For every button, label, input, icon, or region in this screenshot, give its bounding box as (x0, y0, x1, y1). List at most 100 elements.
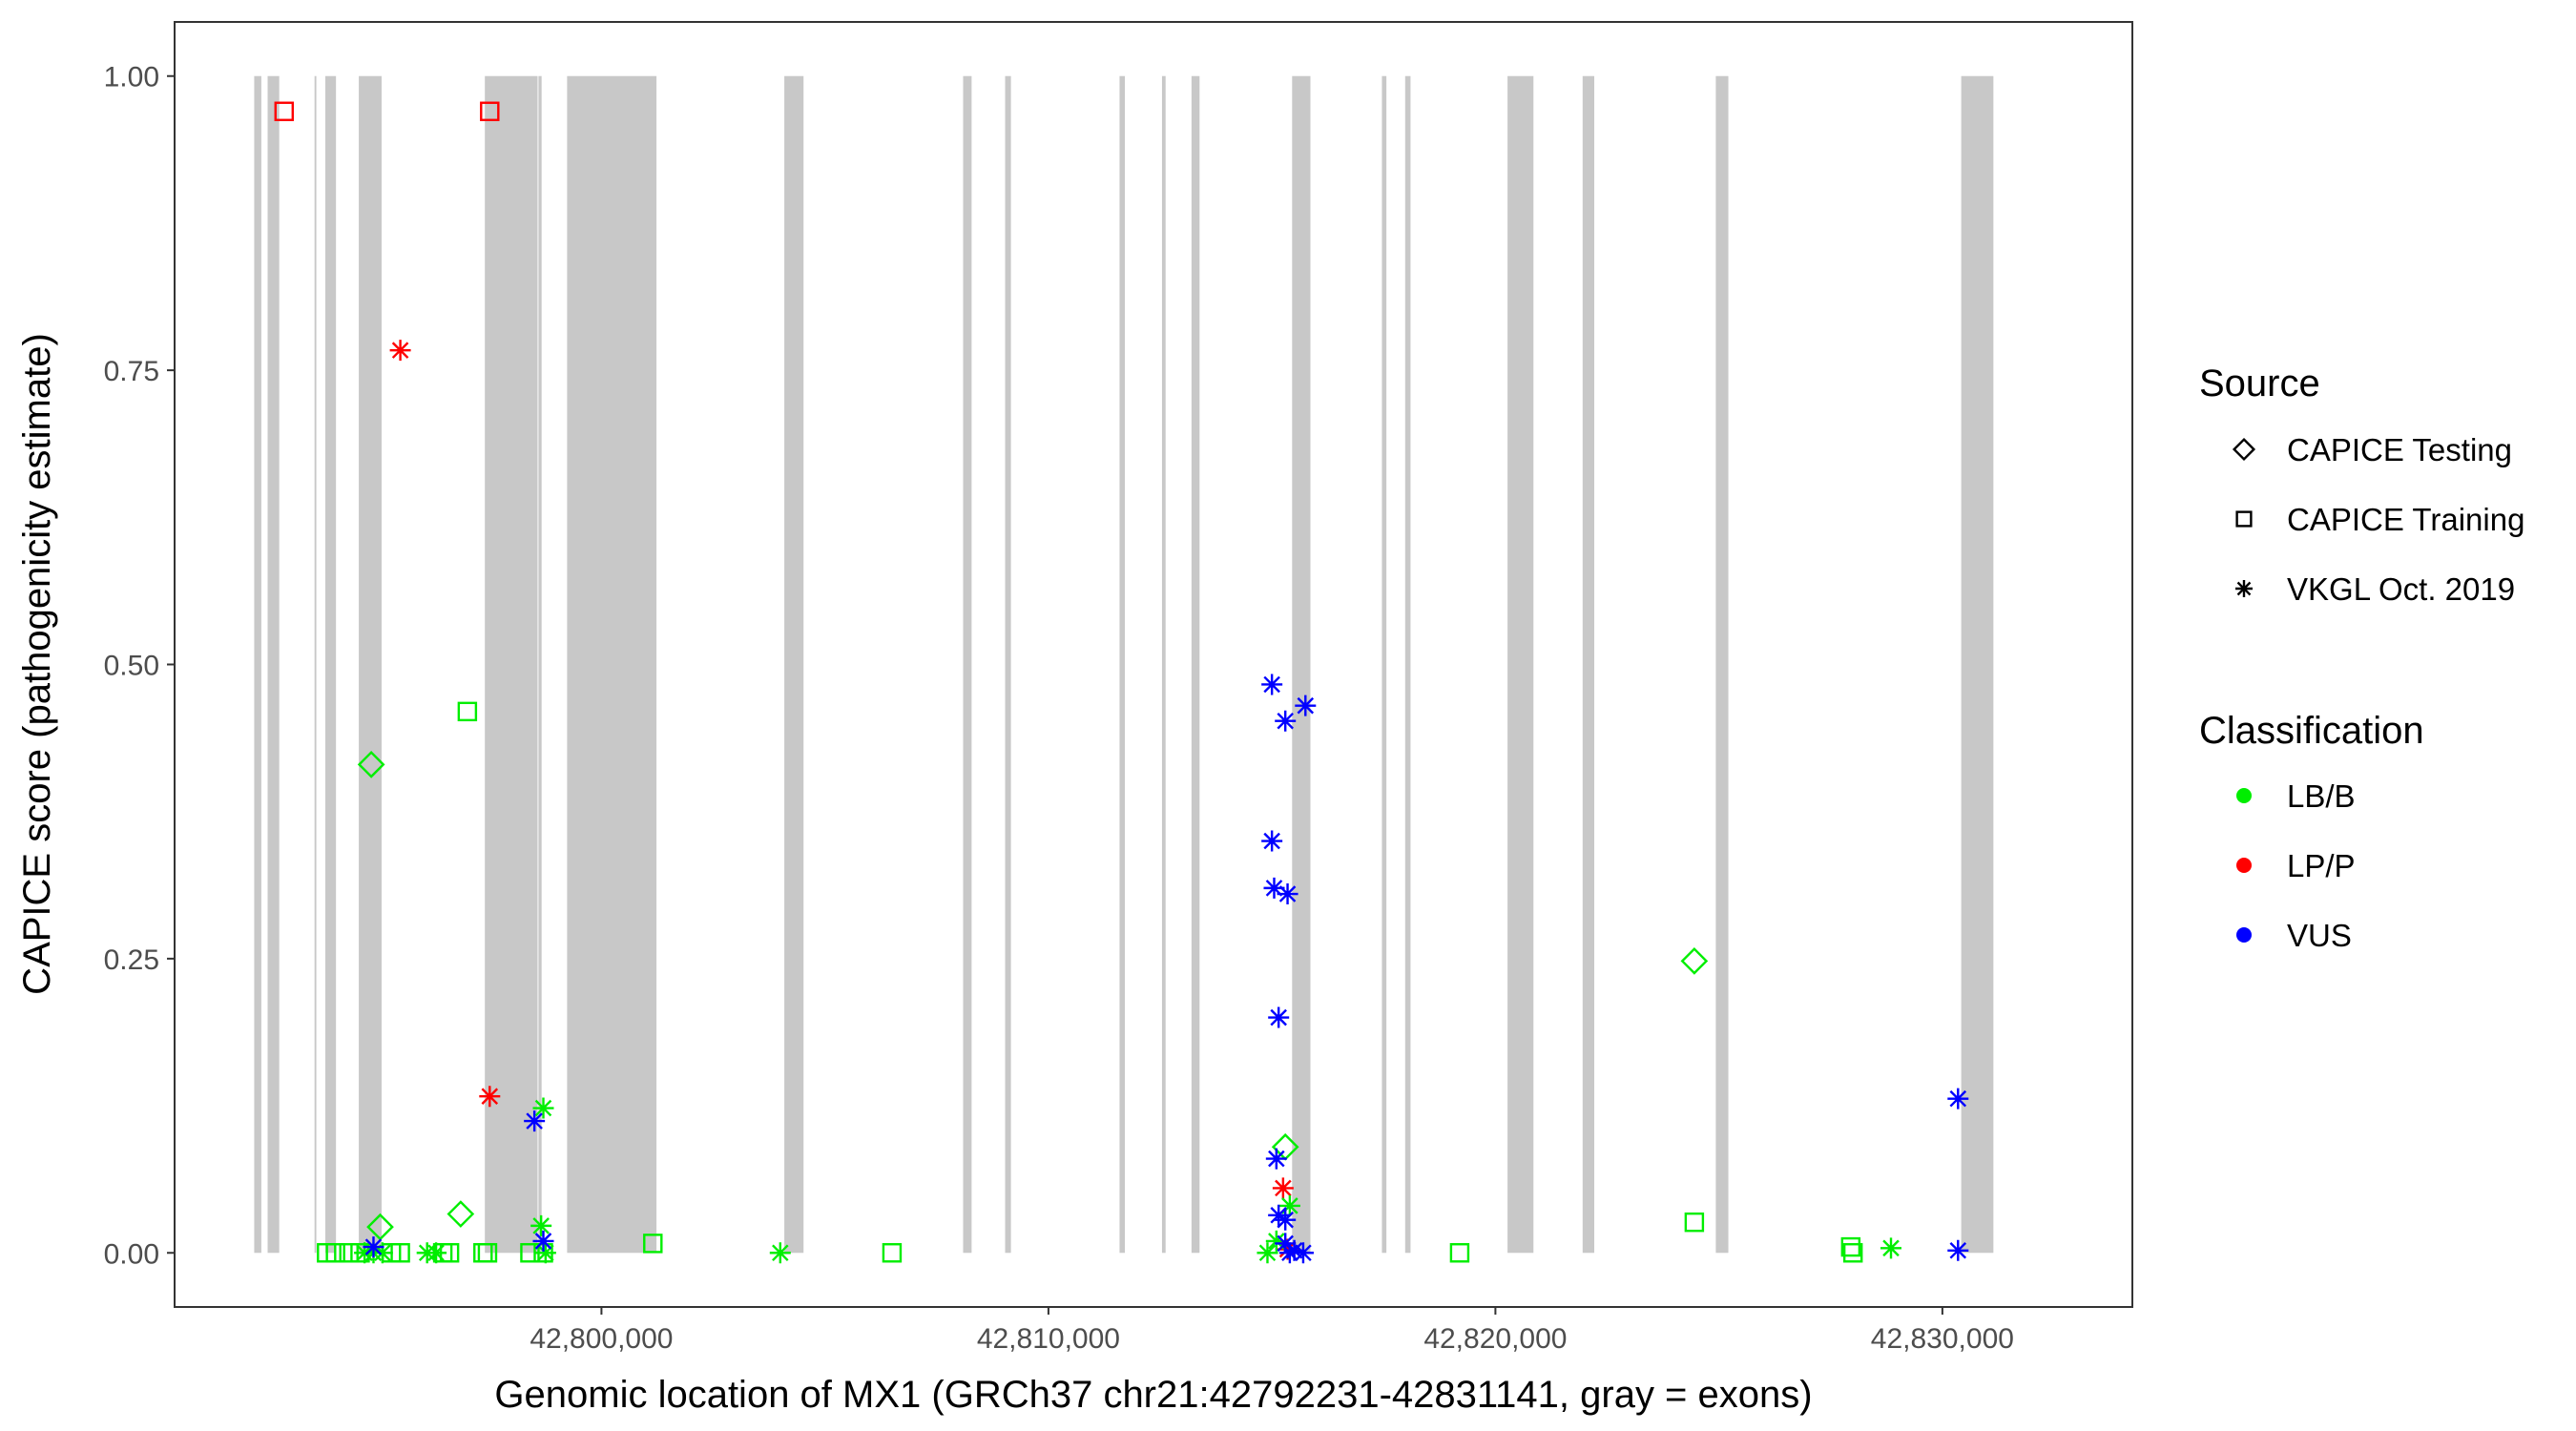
data-point (1842, 1243, 1863, 1263)
data-point (1268, 1204, 1290, 1226)
data-point (1880, 1237, 1902, 1259)
exon-band (485, 75, 538, 1254)
exon-band (267, 75, 280, 1254)
data-point (1261, 830, 1283, 852)
legend-classification-items: LB/B LP/P VUS (2236, 778, 2356, 953)
exon-band (314, 75, 317, 1254)
data-point (1257, 1242, 1278, 1264)
data-point (274, 101, 295, 121)
legend-item-label: CAPICE Training (2287, 502, 2524, 537)
data-point (1265, 1230, 1287, 1252)
legend-title-classification: Classification (2199, 710, 2424, 752)
x-tick-label: 42,810,000 (977, 1323, 1120, 1355)
exon-band (1507, 75, 1534, 1254)
data-point (389, 340, 411, 362)
exon-band (1381, 75, 1387, 1254)
data-points (274, 101, 1969, 1264)
data-point (1449, 1243, 1470, 1263)
data-point (1277, 883, 1298, 905)
y-tick-label: 0.75 (104, 356, 159, 387)
exon-band (254, 75, 261, 1254)
data-point (532, 1097, 554, 1119)
data-point (1278, 1242, 1300, 1264)
legend-item-label: LP/P (2287, 848, 2356, 883)
y-tick-label: 0.00 (104, 1238, 159, 1270)
exon-band (1119, 75, 1126, 1254)
exon-band (359, 75, 382, 1254)
legend-key-square (2235, 510, 2253, 528)
data-point (325, 1243, 345, 1263)
exon-band (1005, 75, 1011, 1254)
data-point (1295, 695, 1317, 716)
data-point (1275, 710, 1297, 732)
x-tick-label: 42,830,000 (1871, 1323, 2014, 1355)
data-point (480, 101, 500, 121)
data-point (532, 1230, 554, 1252)
data-point (363, 1236, 384, 1258)
data-point (769, 1242, 791, 1264)
exon-band (1582, 75, 1594, 1254)
exon-band (1161, 75, 1166, 1254)
exon-band (963, 75, 972, 1254)
x-tick-label: 42,800,000 (530, 1323, 673, 1355)
data-point (1680, 946, 1709, 975)
exon-band (1404, 75, 1411, 1254)
data-point (1278, 1194, 1300, 1216)
data-point (1265, 1148, 1287, 1170)
exon-band (784, 75, 804, 1254)
exon-band (567, 75, 657, 1254)
legend-key-asterisk (2235, 580, 2253, 597)
legend-key-diamond (2232, 437, 2256, 462)
data-point (882, 1243, 903, 1263)
y-tick-label: 1.00 (104, 62, 159, 93)
data-point (1947, 1088, 1969, 1110)
exon-band (538, 75, 542, 1254)
data-point (1275, 1233, 1297, 1255)
exon-band (324, 75, 337, 1254)
data-point (457, 701, 478, 722)
x-axis: 42,800,000 42,810,000 42,820,000 42,830,000 (530, 1307, 2014, 1355)
legend-item-label: CAPICE Testing (2287, 432, 2512, 467)
data-point (357, 751, 385, 778)
y-tick-label: 0.50 (104, 651, 159, 682)
exon-band (1292, 75, 1311, 1254)
data-point (1275, 1209, 1297, 1231)
data-point (371, 1242, 393, 1264)
exon-band (1191, 75, 1200, 1254)
data-point (1263, 877, 1285, 899)
data-point (1261, 674, 1283, 695)
exon-bands (254, 75, 1994, 1254)
legend-key-dot (2236, 858, 2252, 873)
data-point (1840, 1236, 1861, 1257)
exon-band (1961, 75, 1994, 1254)
data-point (1292, 1242, 1314, 1264)
legend-title-source: Source (2199, 363, 2320, 404)
legend-source-items: CAPICE Testing CAPICE Training VKGL Oct. 2… (2232, 432, 2524, 607)
legend-key-dot (2236, 788, 2252, 803)
legend-item-label: VUS (2287, 918, 2352, 953)
data-point (479, 1086, 501, 1108)
data-point (1272, 1177, 1294, 1199)
legend-item-label: LB/B (2287, 778, 2356, 814)
data-point (524, 1110, 546, 1132)
legend-key-dot (2236, 927, 2252, 943)
y-axis-title: CAPICE score (pathogenicity estimate) (16, 333, 58, 995)
data-point (1684, 1212, 1705, 1233)
data-point (477, 1243, 498, 1263)
data-point (1283, 1239, 1305, 1261)
data-point (447, 1200, 475, 1228)
data-point (426, 1242, 447, 1264)
data-point (1947, 1239, 1969, 1261)
x-tick-label: 42,820,000 (1423, 1323, 1567, 1355)
exon-band (1715, 75, 1729, 1254)
x-axis-title: Genomic location of MX1 (GRCh37 chr21:42… (494, 1374, 1812, 1416)
y-axis: 0.00 0.25 0.50 0.75 1.00 (104, 62, 175, 1270)
y-tick-label: 0.25 (104, 944, 159, 976)
data-point (1268, 1006, 1290, 1028)
legend-item-label: VKGL Oct. 2019 (2287, 571, 2515, 607)
data-point (643, 1234, 663, 1254)
data-point (534, 1242, 556, 1264)
legend: Source CAPICE Testing CAPICE Training VKGL… (2199, 363, 2524, 953)
data-point (530, 1214, 552, 1236)
